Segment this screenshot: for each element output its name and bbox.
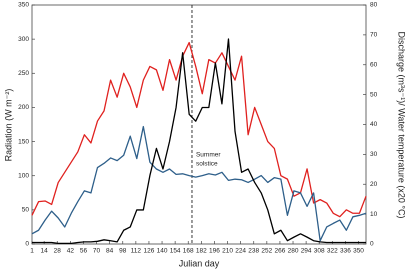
x-tick-label: 336 bbox=[340, 248, 351, 255]
x-tick-label: 168 bbox=[183, 248, 194, 255]
x-tick-label: 266 bbox=[274, 248, 285, 255]
annotation: solstice bbox=[196, 161, 218, 168]
series-line bbox=[32, 38, 366, 245]
x-tick-label: 280 bbox=[288, 248, 299, 255]
x-tick-label: 42 bbox=[67, 248, 75, 255]
y-tick-label: 50 bbox=[22, 207, 30, 214]
y-tick-label: 350 bbox=[18, 2, 29, 9]
x-tick-label: 126 bbox=[144, 248, 155, 255]
y-axis-title: Radiation (W m⁻²) bbox=[3, 89, 13, 162]
x-tick-label: 224 bbox=[235, 248, 246, 255]
y2-tick-label: 60 bbox=[370, 61, 378, 68]
x-tick-label: 182 bbox=[196, 248, 207, 255]
x-axis-title: Julian day bbox=[179, 258, 220, 268]
x-tick-label: 252 bbox=[261, 248, 272, 255]
y2-tick-label: 40 bbox=[370, 121, 378, 128]
y2-tick-label: 0 bbox=[370, 241, 374, 248]
x-tick-label: 28 bbox=[54, 248, 62, 255]
y-tick-label: 300 bbox=[18, 36, 29, 43]
y-tick-label: 100 bbox=[18, 172, 29, 179]
x-tick-label: 98 bbox=[119, 248, 127, 255]
y-tick-label: 200 bbox=[18, 104, 29, 111]
x-tick-label: 210 bbox=[222, 248, 233, 255]
x-tick-label: 350 bbox=[353, 248, 364, 255]
x-tick-label: 322 bbox=[327, 248, 338, 255]
x-tick-label: 14 bbox=[41, 248, 49, 255]
x-tick-label: 56 bbox=[80, 248, 88, 255]
x-tick-label: 294 bbox=[301, 248, 312, 255]
y-tick-label: 150 bbox=[18, 138, 29, 145]
annotation: Summer bbox=[196, 152, 221, 159]
x-tick-label: 1 bbox=[30, 248, 34, 255]
y-tick-label: 0 bbox=[25, 241, 29, 248]
series-line bbox=[31, 125, 367, 242]
y2-tick-label: 20 bbox=[370, 181, 378, 188]
x-tick-label: 308 bbox=[314, 248, 325, 255]
x-tick-label: 70 bbox=[93, 248, 101, 255]
y2-axis-title: Discharge (m³s⁻¹)/ Water temperature (x2… bbox=[397, 31, 407, 218]
x-tick-label: 238 bbox=[248, 248, 259, 255]
x-tick-label: 140 bbox=[157, 248, 168, 255]
series-line bbox=[31, 41, 367, 218]
y2-tick-label: 10 bbox=[370, 211, 378, 218]
x-tick-label: 112 bbox=[131, 248, 142, 255]
x-tick-label: 154 bbox=[170, 248, 181, 255]
y-tick-label: 250 bbox=[18, 70, 29, 77]
x-tick-label: 196 bbox=[209, 248, 220, 255]
y2-tick-label: 30 bbox=[370, 151, 378, 158]
x-tick-label: 84 bbox=[106, 248, 114, 255]
y2-tick-label: 50 bbox=[370, 91, 378, 98]
y2-tick-label: 80 bbox=[370, 2, 378, 9]
y2-tick-label: 70 bbox=[370, 32, 378, 39]
